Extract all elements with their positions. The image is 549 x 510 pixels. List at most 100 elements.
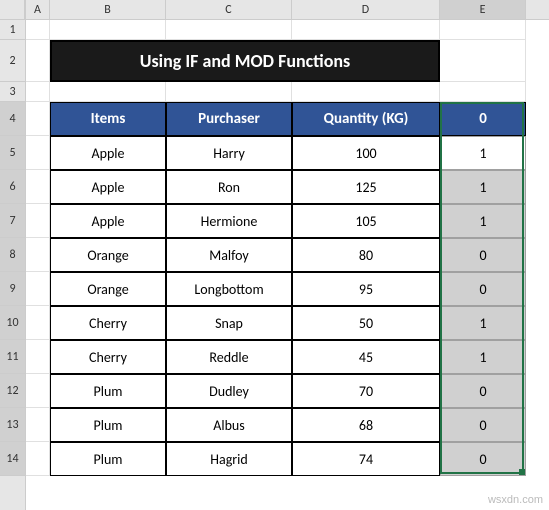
cell-empty[interactable] [26, 306, 50, 340]
cell-item[interactable]: Apple [50, 204, 166, 238]
watermark: wsxdn.com [488, 494, 543, 506]
row-header-1[interactable]: 1 [0, 20, 25, 40]
cell-purchaser[interactable]: Reddle [166, 340, 292, 374]
cell-empty[interactable] [26, 442, 50, 476]
cell-purchaser[interactable]: Snap [166, 306, 292, 340]
table-header-helper[interactable]: 0 [440, 102, 526, 136]
table-row: PlumDudley700 [26, 374, 549, 408]
table-row: PlumAlbus680 [26, 408, 549, 442]
cell-empty[interactable] [26, 82, 50, 102]
cell-item[interactable]: Apple [50, 136, 166, 170]
table-row: PlumHagrid740 [26, 442, 549, 476]
cell-empty[interactable] [440, 20, 526, 40]
cell-empty[interactable] [440, 82, 526, 102]
cell-quantity[interactable]: 68 [292, 408, 440, 442]
cell-quantity[interactable]: 45 [292, 340, 440, 374]
table-row: OrangeLongbottom950 [26, 272, 549, 306]
row-header-11[interactable]: 11 [0, 340, 25, 374]
cell-purchaser[interactable]: Ron [166, 170, 292, 204]
cell-quantity[interactable]: 100 [292, 136, 440, 170]
cell-purchaser[interactable]: Harry [166, 136, 292, 170]
page-title: Using IF and MOD Functions [50, 40, 440, 82]
table-row: AppleRon1251 [26, 170, 549, 204]
row-header-10[interactable]: 10 [0, 306, 25, 340]
cell-empty[interactable] [26, 340, 50, 374]
cell-helper[interactable]: 1 [440, 136, 526, 170]
cell-empty[interactable] [26, 40, 50, 82]
cell-purchaser[interactable]: Malfoy [166, 238, 292, 272]
row-header-9[interactable]: 9 [0, 272, 25, 306]
cell-purchaser[interactable]: Hagrid [166, 442, 292, 476]
row-header-5[interactable]: 5 [0, 136, 25, 170]
col-header-d[interactable]: D [292, 0, 440, 19]
row-header-13[interactable]: 13 [0, 408, 25, 442]
cell-purchaser[interactable]: Dudley [166, 374, 292, 408]
cell-helper[interactable]: 0 [440, 238, 526, 272]
row-header-6[interactable]: 6 [0, 170, 25, 204]
table-row: AppleHarry1001 [26, 136, 549, 170]
row-header-4[interactable]: 4 [0, 102, 25, 136]
cell-quantity[interactable]: 50 [292, 306, 440, 340]
cell-quantity[interactable]: 95 [292, 272, 440, 306]
cell-purchaser[interactable]: Longbottom [166, 272, 292, 306]
col-header-c[interactable]: C [166, 0, 292, 19]
col-header-e[interactable]: E [440, 0, 526, 19]
col-header-b[interactable]: B [50, 0, 166, 19]
cell-empty[interactable] [50, 20, 166, 40]
row-header-12[interactable]: 12 [0, 374, 25, 408]
sheet[interactable]: Using IF and MOD Functions ItemsPurchase… [26, 20, 549, 510]
cell-empty[interactable] [166, 82, 292, 102]
cell-quantity[interactable]: 105 [292, 204, 440, 238]
cell-helper[interactable]: 1 [440, 170, 526, 204]
cell-empty[interactable] [440, 40, 526, 82]
row-header-7[interactable]: 7 [0, 204, 25, 238]
table-header-purchaser[interactable]: Purchaser [166, 102, 292, 136]
cell-helper[interactable]: 1 [440, 306, 526, 340]
cell-helper[interactable]: 0 [440, 374, 526, 408]
col-headers: ABCDE [26, 0, 549, 20]
cell-empty[interactable] [292, 82, 440, 102]
cell-helper[interactable]: 0 [440, 442, 526, 476]
cell-empty[interactable] [26, 136, 50, 170]
cell-empty[interactable] [26, 204, 50, 238]
cell-helper[interactable]: 1 [440, 340, 526, 374]
table-header-items[interactable]: Items [50, 102, 166, 136]
row-header-14[interactable]: 14 [0, 442, 25, 476]
table-header-quantity[interactable]: Quantity (KG) [292, 102, 440, 136]
cell-purchaser[interactable]: Albus [166, 408, 292, 442]
cell-purchaser[interactable]: Hermione [166, 204, 292, 238]
cell-helper[interactable]: 0 [440, 408, 526, 442]
cell-empty[interactable] [26, 238, 50, 272]
cell-quantity[interactable]: 74 [292, 442, 440, 476]
col-header-a[interactable]: A [26, 0, 50, 19]
cell-item[interactable]: Cherry [50, 340, 166, 374]
cell-quantity[interactable]: 70 [292, 374, 440, 408]
cell-empty[interactable] [26, 272, 50, 306]
cell-quantity[interactable]: 125 [292, 170, 440, 204]
select-all-corner[interactable] [0, 0, 25, 20]
cell-helper[interactable]: 1 [440, 204, 526, 238]
cell-empty[interactable] [26, 408, 50, 442]
cell-quantity[interactable]: 80 [292, 238, 440, 272]
cell-item[interactable]: Orange [50, 238, 166, 272]
cell-empty[interactable] [166, 20, 292, 40]
cell-item[interactable]: Cherry [50, 306, 166, 340]
cell-helper[interactable]: 0 [440, 272, 526, 306]
cell-item[interactable]: Plum [50, 374, 166, 408]
cell-empty[interactable] [26, 20, 50, 40]
row-header-3[interactable]: 3 [0, 82, 25, 102]
cell-item[interactable]: Orange [50, 272, 166, 306]
cell-empty[interactable] [50, 82, 166, 102]
cell-empty[interactable] [26, 374, 50, 408]
cell-item[interactable]: Plum [50, 442, 166, 476]
cell-empty[interactable] [292, 20, 440, 40]
cell-empty[interactable] [26, 170, 50, 204]
table-row: OrangeMalfoy800 [26, 238, 549, 272]
content-area: ABCDE Using IF and MOD Functions ItemsPu… [26, 0, 549, 510]
cell-item[interactable]: Apple [50, 170, 166, 204]
cell-empty[interactable] [26, 102, 50, 136]
cell-item[interactable]: Plum [50, 408, 166, 442]
row-header-8[interactable]: 8 [0, 238, 25, 272]
table-row: CherrySnap501 [26, 306, 549, 340]
row-header-2[interactable]: 2 [0, 40, 25, 82]
